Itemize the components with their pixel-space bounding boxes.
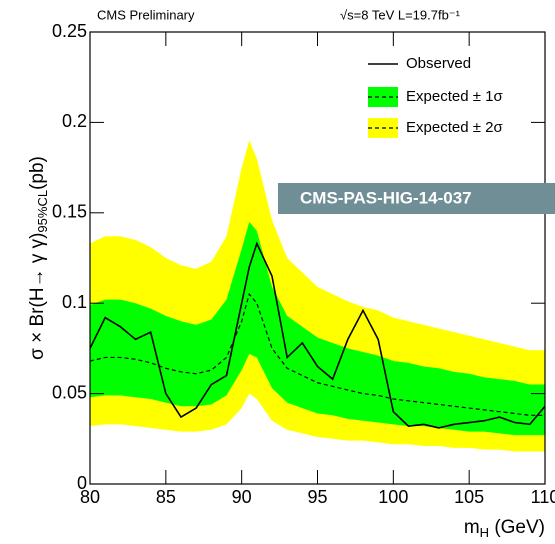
- y-tick-label: 0.1: [62, 292, 87, 312]
- x-axis-label-part: m: [464, 517, 480, 538]
- plot-area: [90, 140, 545, 452]
- legend-label: Expected ± 1σ: [406, 88, 503, 105]
- y-tick-label: 0.15: [52, 202, 87, 222]
- x-tick-label: 110: [531, 487, 555, 507]
- y-tick-label: 0.05: [52, 382, 87, 402]
- x-tick-label: 90: [232, 487, 252, 507]
- y-axis-label-part: (pb): [27, 156, 48, 190]
- chart-subtitle: √s=8 TeV L=19.7fb⁻¹: [340, 7, 461, 22]
- series-line: [90, 292, 545, 416]
- x-tick-label: 85: [156, 487, 176, 507]
- chart-title: CMS Preliminary: [97, 7, 195, 22]
- x-tick-label: 100: [378, 487, 408, 507]
- x-axis-label: mH (GeV): [464, 517, 545, 540]
- y-tick-label: 0.2: [62, 111, 87, 131]
- x-axis-label-part: H: [480, 525, 489, 540]
- y-tick-label: 0.25: [52, 21, 87, 41]
- x-tick-label: 95: [307, 487, 327, 507]
- y-tick-label: 0: [77, 473, 87, 493]
- banner-text: CMS-PAS-HIG-14-037: [300, 188, 472, 207]
- legend-label: Observed: [406, 55, 471, 72]
- legend-label: Expected ± 2σ: [406, 119, 503, 136]
- y-axis-label-part: σ × Br(H→ γ γ): [27, 233, 48, 360]
- banner: [278, 183, 555, 214]
- x-tick-label: 105: [454, 487, 484, 507]
- x-axis-label-part: (GeV): [489, 517, 545, 538]
- series-line: [90, 241, 545, 429]
- x-tick-label: 80: [80, 487, 100, 507]
- y-axis-label-part: 95%CL: [35, 190, 50, 233]
- band: [90, 221, 545, 436]
- y-axis-label: σ × Br(H→ γ γ)95%CL(pb): [27, 156, 50, 360]
